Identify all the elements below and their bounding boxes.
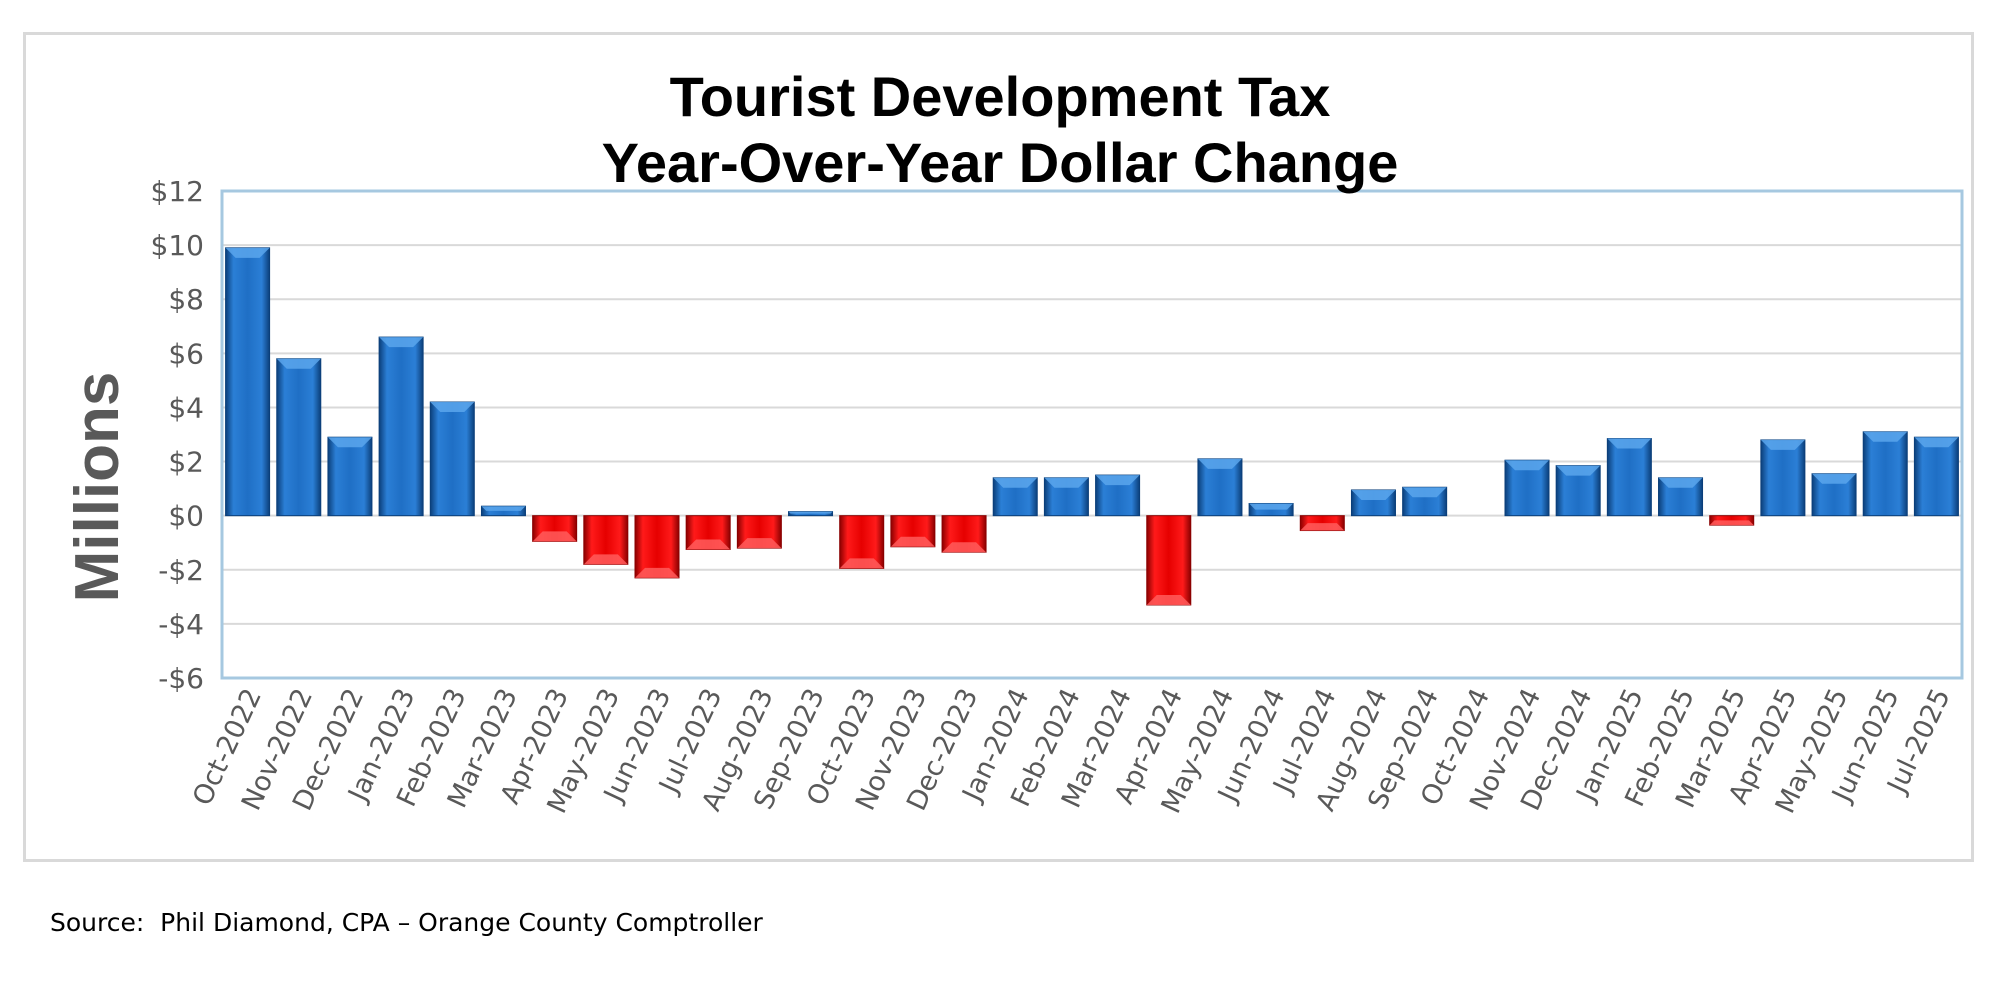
y-axis-ticks: -$6 -$4 -$2 $0 $2 $4 $6 $8 $10 $12 bbox=[151, 175, 204, 695]
y-tick-label: $6 bbox=[168, 337, 204, 370]
bar bbox=[1299, 515, 1345, 532]
y-tick-label: $8 bbox=[168, 283, 204, 316]
bar bbox=[1402, 486, 1448, 517]
y-tick-label: $0 bbox=[168, 500, 204, 533]
bar bbox=[1658, 477, 1704, 517]
chart-title-line-2: Year-Over-Year Dollar Change bbox=[602, 131, 1399, 194]
bar bbox=[992, 477, 1038, 517]
y-tick-label: -$2 bbox=[158, 554, 204, 587]
x-axis-ticks: Oct-2022Nov-2022Dec-2022Jan-2023Feb-2023… bbox=[187, 684, 1957, 818]
bar bbox=[1350, 489, 1396, 517]
bar bbox=[1862, 431, 1908, 517]
bar bbox=[276, 358, 322, 517]
bar bbox=[327, 436, 373, 517]
bar bbox=[634, 515, 680, 579]
bar bbox=[480, 505, 526, 517]
bar bbox=[1504, 459, 1550, 517]
chart-title-line-1: Tourist Development Tax bbox=[670, 65, 1331, 128]
y-axis-label: Millions bbox=[63, 372, 132, 603]
gridlines bbox=[222, 190, 1962, 679]
plot-area-border bbox=[220, 189, 1964, 680]
bar bbox=[1555, 465, 1601, 517]
bar bbox=[1709, 515, 1755, 526]
bar bbox=[1248, 502, 1294, 517]
bar bbox=[1606, 438, 1652, 517]
y-tick-label: $2 bbox=[168, 446, 204, 479]
bar bbox=[1095, 474, 1141, 517]
plot-border bbox=[220, 189, 1964, 680]
bar bbox=[788, 511, 834, 517]
bars bbox=[225, 247, 1959, 606]
bar bbox=[429, 401, 475, 517]
bar bbox=[1197, 458, 1243, 517]
bar bbox=[736, 515, 782, 549]
bar bbox=[1760, 439, 1806, 517]
y-tick-label: $4 bbox=[168, 391, 204, 424]
y-tick-label: -$6 bbox=[158, 662, 204, 695]
bar bbox=[685, 515, 731, 550]
bar bbox=[1043, 477, 1089, 517]
bar bbox=[225, 247, 271, 517]
bar bbox=[941, 515, 987, 553]
bar bbox=[378, 336, 424, 517]
bar bbox=[890, 515, 936, 548]
bar bbox=[583, 515, 629, 565]
bar bbox=[532, 515, 578, 542]
bar bbox=[1811, 473, 1857, 517]
bar bbox=[839, 515, 885, 569]
source-note: Source: Phil Diamond, CPA – Orange Count… bbox=[50, 908, 763, 937]
y-tick-label: -$4 bbox=[158, 608, 204, 641]
y-tick-label: $10 bbox=[151, 229, 204, 262]
bar bbox=[1913, 436, 1959, 517]
y-tick-label: $12 bbox=[151, 175, 204, 208]
bar bbox=[1146, 515, 1192, 606]
